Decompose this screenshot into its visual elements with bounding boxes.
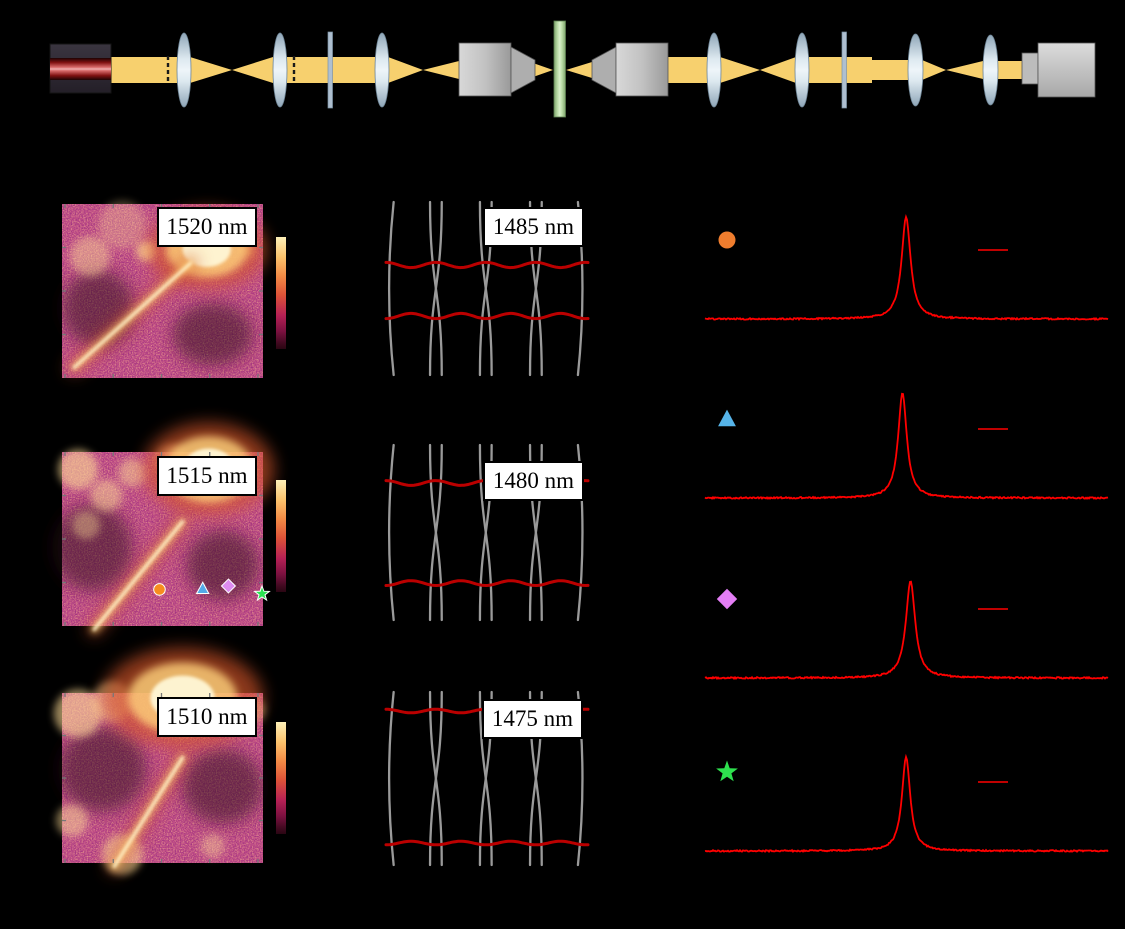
marker-star-icon [253,584,271,602]
spectrum-plot [704,392,1109,500]
marker-circle-icon [153,583,166,596]
camera [1021,42,1096,98]
field-envelope-lower [384,839,590,847]
lorentzian-curve [704,392,1109,500]
spectrum-panel-blue-triangle [690,377,1125,517]
wavelength-label: 1515 nm [157,456,257,496]
filter-plate-1 [327,31,333,109]
heatmap-panel-1510nm [53,647,266,875]
lens-2 [272,32,288,108]
spectrum-plot [704,213,1109,322]
lens-5 [794,32,810,108]
collection-objective [591,42,669,97]
spectrum-plot [704,753,1109,853]
laser [49,43,112,94]
spectrum-plot [704,580,1109,681]
wavelength-label: 1475 nm [482,699,583,739]
optical-setup-diagram [49,20,1096,118]
wavelength-label: 1485 nm [483,207,584,247]
spectrum-panel-violet-diamond [690,557,1125,697]
beam-path [111,57,1022,83]
field-envelope-upper [384,260,590,270]
field-envelope-lower [384,579,590,588]
lens-1 [176,32,192,108]
sample-slab [553,20,566,118]
marker-triangle-icon [718,409,736,427]
heatmap-image [53,647,266,875]
lens-6 [907,33,924,107]
lorentzian-curve [704,580,1109,681]
lens-7 [982,34,999,106]
colorbar [276,722,286,834]
axis-ticks [62,204,263,378]
colorbar [276,480,286,592]
marker-diamond-icon [716,588,738,610]
lorentzian-curve [704,753,1109,853]
filter-plate-2 [841,31,847,109]
excitation-objective [458,42,536,97]
marker-diamond-icon [220,578,237,594]
spectrum-panel-orange-circle [690,198,1125,338]
marker-star-icon [716,760,738,782]
colorbar [276,237,286,349]
axis-ticks [62,452,263,626]
lens-3 [374,32,390,108]
marker-triangle-icon [195,581,210,595]
lens-4 [706,32,722,108]
field-envelope-lower [384,311,590,321]
spectrum-panel-green-star [690,730,1125,870]
wavelength-label: 1480 nm [483,461,584,501]
axis-ticks [62,693,263,863]
wavelength-label: 1520 nm [157,207,257,247]
marker-circle-icon [718,231,736,249]
lorentzian-curve [704,213,1109,322]
wavelength-label: 1510 nm [157,697,257,737]
